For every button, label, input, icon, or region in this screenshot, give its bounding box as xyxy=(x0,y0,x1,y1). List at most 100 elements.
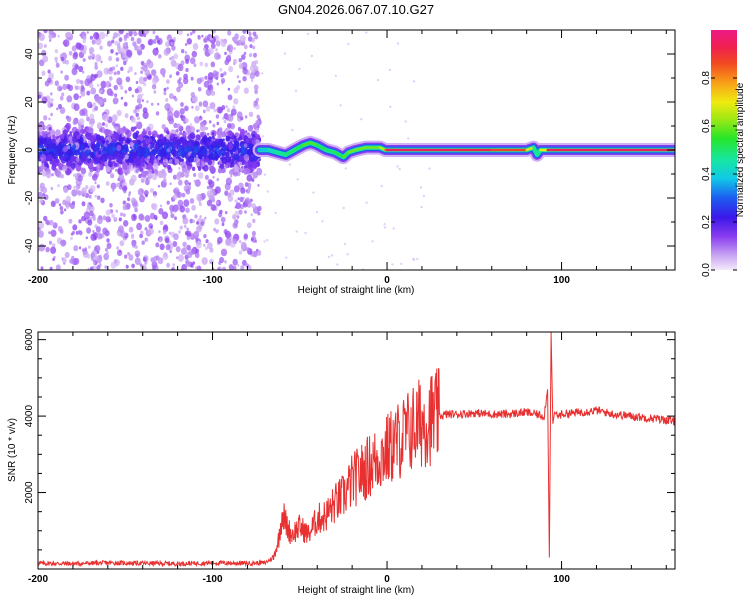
noise-cell xyxy=(46,138,51,144)
noise-cell xyxy=(39,182,45,189)
noise-cell xyxy=(132,132,139,140)
noise-cell xyxy=(43,137,47,142)
noise-cell xyxy=(251,136,254,140)
noise-cell xyxy=(252,31,257,37)
noise-cell xyxy=(254,89,258,95)
noise-cell xyxy=(94,95,101,103)
noise-cell xyxy=(169,182,172,186)
noise-cell xyxy=(255,127,260,134)
noise-cell xyxy=(274,211,277,215)
noise-cell xyxy=(141,93,144,96)
noise-cell xyxy=(155,111,160,116)
noise-cell xyxy=(69,131,73,135)
noise-cell xyxy=(59,229,64,234)
noise-cell xyxy=(193,151,196,155)
noise-cell xyxy=(75,42,82,50)
track-core-segment xyxy=(316,143,328,152)
noise-cell xyxy=(209,260,213,265)
noise-cell xyxy=(135,112,139,117)
noise-cell xyxy=(240,244,246,251)
noise-cell xyxy=(251,203,256,209)
track-core-segment xyxy=(284,148,296,157)
noise-cell xyxy=(199,115,202,119)
noise-cell xyxy=(224,211,228,215)
noise-cell xyxy=(139,263,143,267)
noise-cell xyxy=(81,49,87,55)
noise-cell xyxy=(206,199,213,207)
noise-cell xyxy=(238,209,243,215)
noise-cell xyxy=(242,66,247,71)
noise-cell xyxy=(153,194,157,198)
noise-cell xyxy=(222,266,226,270)
noise-cell xyxy=(224,260,227,264)
noise-cell xyxy=(63,146,68,153)
noise-cell xyxy=(115,57,120,62)
noise-cell xyxy=(141,170,147,179)
snr-series-line xyxy=(38,332,675,568)
noise-cell xyxy=(141,240,145,245)
noise-cell xyxy=(238,250,243,255)
noise-cell xyxy=(88,127,94,134)
noise-cell xyxy=(83,211,90,220)
noise-cell xyxy=(119,136,123,140)
noise-cell xyxy=(54,56,58,62)
noise-cell xyxy=(137,139,142,146)
noise-cell xyxy=(79,95,82,99)
noise-cell xyxy=(227,130,233,137)
colorbar-tick-label: 0.8 xyxy=(701,71,712,85)
noise-cell xyxy=(229,164,233,168)
noise-cell xyxy=(220,73,224,78)
noise-cell xyxy=(199,61,204,67)
noise-cell xyxy=(50,112,53,117)
noise-cell xyxy=(89,210,94,217)
noise-cell xyxy=(55,158,60,164)
noise-cell xyxy=(163,48,170,56)
noise-cell xyxy=(90,233,97,241)
noise-cell xyxy=(226,54,231,60)
noise-cell xyxy=(131,233,135,238)
snr-frame xyxy=(37,331,676,570)
noise-cell xyxy=(171,146,176,152)
noise-cell xyxy=(185,128,191,136)
noise-cell xyxy=(95,226,101,233)
noise-cell xyxy=(215,40,221,47)
noise-cell xyxy=(203,37,208,43)
noise-cell xyxy=(39,198,44,204)
noise-cell xyxy=(224,59,229,66)
noise-cell xyxy=(157,156,161,161)
noise-cell xyxy=(252,162,258,169)
noise-cell xyxy=(196,129,199,133)
noise-cell xyxy=(199,215,202,219)
colorbar: 0.0 0.2 0.4 0.6 0.8 Normalized spectral ampl… xyxy=(701,30,746,277)
noise-cell xyxy=(150,225,153,229)
noise-cell xyxy=(115,133,120,140)
noise-cell xyxy=(87,267,90,270)
noise-cell xyxy=(158,230,161,234)
noise-cell xyxy=(94,245,101,253)
noise-cell xyxy=(48,127,52,131)
noise-cell xyxy=(119,212,124,217)
colorbar-ticks: 0.0 0.2 0.4 0.6 0.8 xyxy=(701,71,737,277)
noise-cell xyxy=(59,133,65,140)
noise-cell xyxy=(184,105,189,112)
noise-cell xyxy=(123,61,127,66)
noise-cell xyxy=(127,164,132,170)
noise-cell xyxy=(131,213,137,222)
noise-cell xyxy=(184,179,189,186)
noise-cell xyxy=(159,243,165,251)
noise-cell xyxy=(217,141,222,146)
noise-cell xyxy=(89,136,95,143)
noise-cell xyxy=(216,154,220,159)
noise-cell xyxy=(219,67,223,72)
noise-cell xyxy=(140,70,144,74)
noise-cell xyxy=(152,191,157,197)
noise-cell xyxy=(173,152,177,156)
noise-cell xyxy=(253,52,257,58)
noise-cell xyxy=(123,220,129,227)
noise-cell xyxy=(78,246,82,250)
noise-cell xyxy=(115,209,119,213)
noise-cell xyxy=(122,204,128,211)
noise-cell xyxy=(256,250,262,256)
noise-cell xyxy=(50,200,56,207)
noise-cell xyxy=(128,226,134,233)
